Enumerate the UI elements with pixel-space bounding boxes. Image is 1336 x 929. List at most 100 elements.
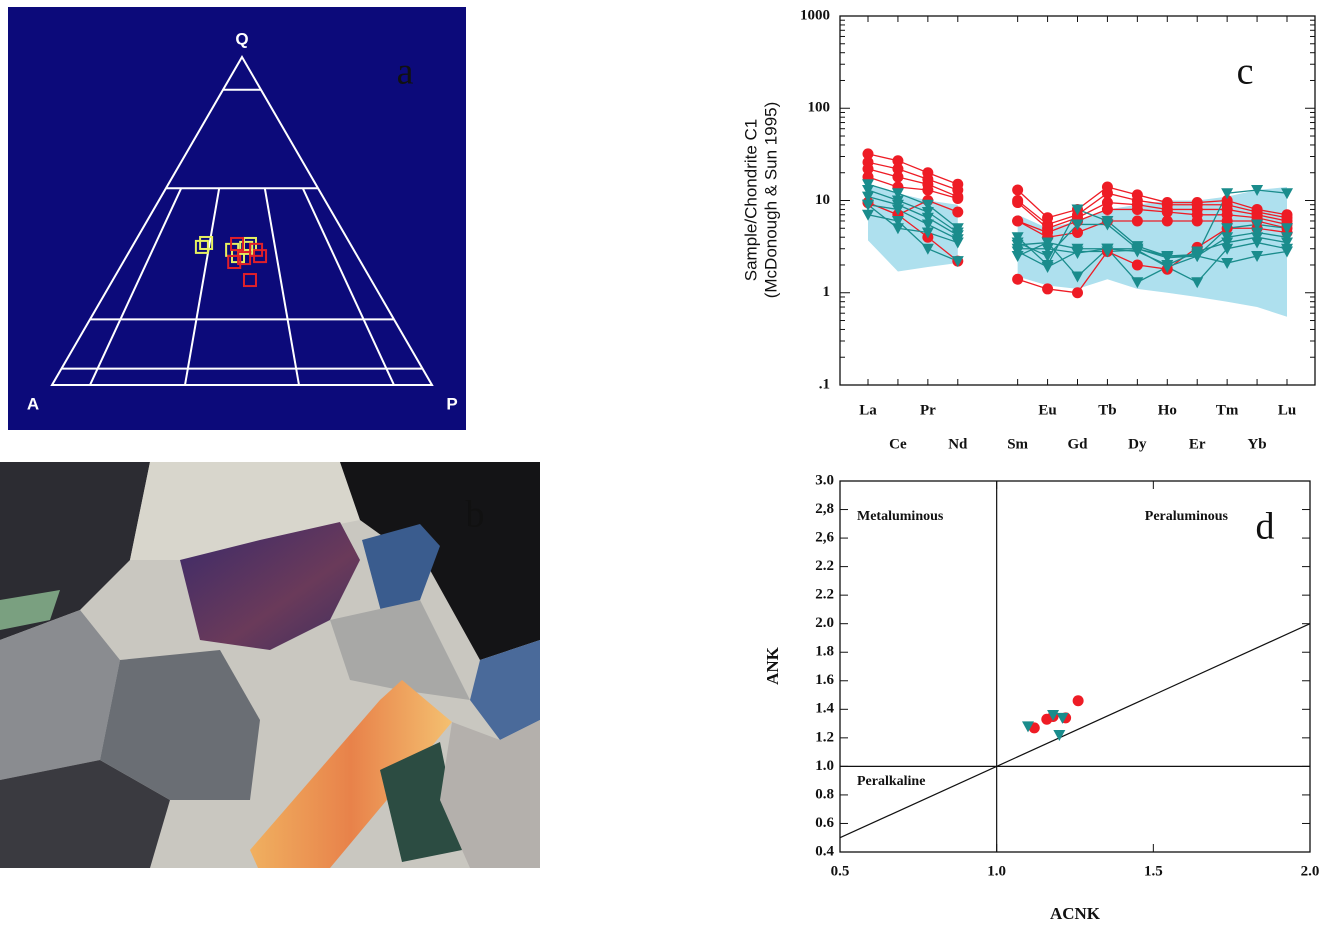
marker (1071, 219, 1084, 231)
triangle (50, 55, 434, 386)
plot-frame (839, 480, 1311, 853)
marker (1072, 695, 1084, 707)
marker (862, 191, 874, 203)
marker (1011, 246, 1024, 258)
y-tick-label: 2,8 (815, 501, 834, 517)
marker (1056, 712, 1069, 724)
y-axis-label: Sample/Chondrite C1 (741, 119, 760, 282)
marker (1161, 252, 1174, 264)
marker (1071, 246, 1084, 258)
marker (862, 199, 874, 211)
marker (952, 206, 964, 218)
x-tick-label: 1.5 (1144, 863, 1163, 879)
vertex-label: A (27, 394, 39, 413)
marker (862, 209, 874, 221)
marker (1221, 188, 1234, 200)
marker (892, 171, 904, 183)
marker (1101, 246, 1114, 258)
x-tick-label: Yb (1247, 436, 1266, 452)
reference-line (839, 623, 1311, 839)
marker (862, 148, 874, 160)
marker (1071, 271, 1084, 283)
marker (921, 199, 934, 211)
marker (1131, 203, 1143, 215)
marker (952, 193, 964, 205)
marker (921, 207, 934, 219)
point (199, 235, 214, 250)
marker (862, 179, 874, 191)
marker (1281, 237, 1293, 249)
y-tick-label: 2,6 (815, 530, 834, 546)
marker (1251, 237, 1264, 249)
marker (1131, 277, 1144, 289)
series-line (867, 196, 1288, 259)
grain (100, 650, 260, 800)
y-tick-label: 1.2 (815, 729, 834, 745)
marker (1191, 251, 1204, 263)
y-tick-label: .1 (819, 376, 830, 392)
marker (1251, 219, 1264, 231)
series-line (867, 204, 1288, 268)
marker (1221, 223, 1234, 235)
crystal (0, 590, 60, 630)
crystal (470, 640, 540, 740)
vertex-label: Q (235, 29, 248, 48)
marker (862, 184, 874, 196)
marker (1012, 184, 1024, 196)
grain (440, 720, 540, 868)
x-tick-label: Tm (1216, 402, 1239, 418)
panel-b: b (0, 462, 540, 868)
marker (921, 219, 934, 231)
y-tick-label: 1.0 (815, 758, 834, 774)
marker (862, 163, 874, 175)
grain (130, 462, 360, 560)
marker (1251, 251, 1264, 263)
marker (1101, 203, 1113, 215)
y-tick-label: 2.2 (815, 587, 834, 603)
marker (1041, 262, 1054, 274)
y-tick-label: 1.6 (815, 672, 834, 688)
marker (951, 237, 964, 249)
x-tick-label: Lu (1278, 402, 1296, 418)
field-line (263, 188, 300, 386)
panel-label: a (397, 51, 414, 93)
marker (921, 212, 934, 224)
marker (1071, 204, 1084, 216)
crystal (380, 742, 462, 862)
x-tick-label: Nd (948, 436, 968, 452)
marker (1251, 184, 1264, 196)
x-tick-label: 2.0 (1301, 863, 1320, 879)
x-tick-label: Ho (1158, 402, 1177, 418)
series-line (867, 168, 1288, 230)
y-tick-label: 1.8 (815, 644, 834, 660)
marker (1041, 243, 1054, 255)
point (237, 251, 252, 266)
marker (1161, 262, 1174, 274)
crystal (250, 680, 452, 868)
marker (1022, 721, 1034, 733)
marker (1281, 223, 1293, 235)
grain (0, 610, 120, 780)
series-line (867, 176, 1288, 234)
vertex-label: P (446, 394, 457, 413)
panel-a: Q A P a (8, 7, 466, 430)
x-tick-label: 1.0 (987, 863, 1006, 879)
point (194, 239, 209, 254)
x-tick-label: Dy (1128, 436, 1147, 452)
field-line (301, 187, 395, 386)
y-tick-label: 0.8 (815, 786, 834, 802)
series-line (867, 189, 1288, 257)
marker (951, 256, 964, 268)
marker (891, 223, 904, 235)
grain (340, 462, 540, 660)
annotation: Peraluminous (1145, 509, 1229, 524)
series-line (867, 153, 1288, 219)
panel-background (8, 7, 466, 430)
marker (922, 184, 934, 196)
marker (1042, 283, 1054, 295)
marker (1012, 197, 1024, 209)
y-tick-label: 0.4 (815, 843, 834, 859)
marker (1131, 215, 1143, 227)
series-line (867, 161, 1288, 226)
marker (891, 204, 904, 216)
